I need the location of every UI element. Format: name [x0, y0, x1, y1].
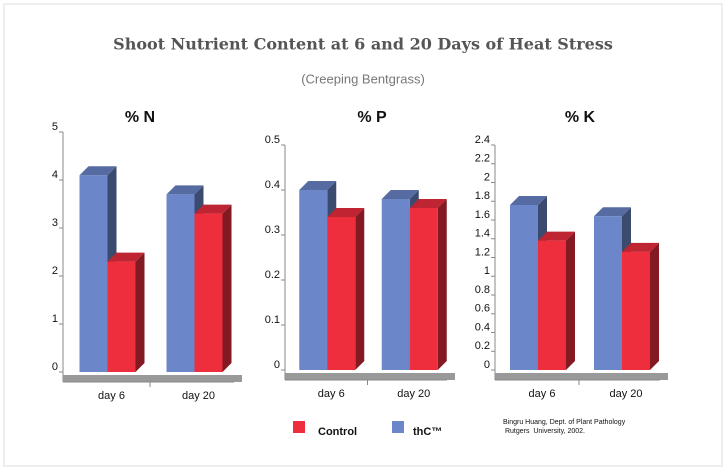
chart-subtitle: (Creeping Bentgrass) — [301, 71, 425, 86]
y-tick-label: 0 — [274, 359, 280, 371]
floor — [495, 373, 668, 380]
y-tick-label: 0.2 — [475, 340, 490, 352]
y-tick-label: 4 — [52, 169, 58, 181]
floor — [63, 375, 242, 382]
bar-top — [594, 207, 631, 217]
x-tick-label: day 6 — [98, 390, 125, 402]
y-tick-label: 1.4 — [475, 228, 490, 240]
bar-top — [538, 231, 575, 241]
panel-title: % P — [357, 109, 387, 126]
bar — [622, 251, 650, 370]
source-note: Rutgers University, 2002. — [503, 428, 585, 435]
bar-top — [79, 166, 117, 176]
y-tick-label: 0 — [484, 359, 490, 371]
y-tick-label: 0.2 — [265, 269, 280, 281]
bar — [79, 175, 108, 372]
y-tick-label: 2.4 — [475, 134, 490, 146]
bar-side — [437, 199, 447, 370]
x-tick-label: day 20 — [182, 390, 215, 402]
legend-swatch — [392, 421, 404, 433]
y-tick-label: 2.2 — [475, 153, 490, 165]
y-tick-label: 0.1 — [265, 314, 280, 326]
bar — [381, 199, 410, 370]
x-tick-label: day 20 — [609, 388, 642, 400]
bar-top — [327, 208, 365, 217]
y-tick-label: 0.8 — [475, 284, 490, 296]
source-note: Bingru Huang, Dept. of Plant Pathology — [503, 419, 626, 426]
bar — [166, 194, 195, 372]
bar — [594, 216, 622, 370]
bar-top — [381, 190, 419, 199]
bar-top — [166, 185, 204, 195]
bar-top — [622, 242, 659, 252]
x-tick-label: day 6 — [318, 388, 345, 400]
y-tick-label: 5 — [52, 121, 58, 133]
legend-swatch — [293, 421, 305, 433]
bar-top — [409, 199, 447, 208]
bar — [538, 240, 566, 370]
bar — [107, 261, 136, 372]
y-tick-label: 1.6 — [475, 209, 490, 221]
bar — [327, 217, 356, 370]
bar-top — [299, 181, 337, 190]
bar — [409, 208, 438, 370]
x-tick-label: day 20 — [397, 388, 430, 400]
bar-side — [135, 252, 145, 372]
y-tick-label: 1.2 — [475, 246, 490, 258]
bar-side — [355, 208, 365, 370]
bar-top — [510, 196, 547, 205]
bar — [299, 190, 328, 370]
bar — [194, 213, 223, 372]
bar — [510, 205, 538, 370]
y-tick-label: 0.4 — [265, 179, 280, 191]
bar-side — [222, 204, 232, 372]
panel-title: % N — [125, 109, 155, 126]
legend-label: Control — [318, 426, 357, 438]
y-tick-label: 1 — [484, 265, 490, 277]
y-tick-label: 1 — [52, 313, 58, 325]
floor — [285, 373, 455, 380]
x-tick-label: day 6 — [529, 388, 556, 400]
y-tick-label: 0.4 — [475, 321, 490, 333]
bar-side — [566, 231, 575, 370]
y-tick-label: 0.3 — [265, 224, 280, 236]
bar-top — [107, 252, 145, 262]
y-tick-label: 0.5 — [265, 134, 280, 146]
legend-label: thC™ — [413, 426, 442, 438]
y-tick-label: 0.6 — [475, 303, 490, 315]
y-tick-label: 3 — [52, 217, 58, 229]
bar-top — [194, 204, 232, 214]
y-tick-label: 2 — [484, 171, 490, 183]
chart-title: Shoot Nutrient Content at 6 and 20 Days … — [113, 35, 613, 54]
y-tick-label: 1.8 — [475, 190, 490, 202]
panel-title: % K — [565, 109, 596, 126]
y-tick-label: 0 — [52, 361, 58, 373]
bar-side — [650, 242, 659, 370]
y-tick-label: 2 — [52, 265, 58, 277]
